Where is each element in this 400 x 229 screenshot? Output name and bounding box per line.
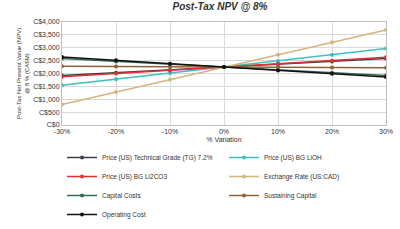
svg-text:C$1,500: C$1,500: [33, 83, 60, 90]
svg-text:Operating Cost: Operating Cost: [102, 211, 146, 219]
svg-text:30%: 30%: [379, 128, 393, 135]
svg-text:Exchange Rate (US:CAD): Exchange Rate (US:CAD): [264, 173, 339, 181]
svg-text:-10%: -10%: [162, 128, 178, 135]
svg-text:Price (US) BG LiOH: Price (US) BG LiOH: [264, 154, 322, 162]
svg-text:C$1,000: C$1,000: [33, 96, 60, 103]
svg-text:C$2,500: C$2,500: [33, 57, 60, 64]
svg-text:10%: 10%: [271, 128, 285, 135]
svg-text:C$4,000: C$4,000: [33, 18, 60, 25]
svg-text:Price (US) BG Li2CO3: Price (US) BG Li2CO3: [102, 173, 167, 181]
svg-text:0%: 0%: [219, 128, 229, 135]
svg-text:Price (US) Technical Grade (TG: Price (US) Technical Grade (TG) 7.2%: [102, 154, 213, 162]
svg-text:Sustaining Capital: Sustaining Capital: [264, 192, 317, 200]
svg-text:C$0: C$0: [47, 121, 60, 128]
svg-text:C$3,500: C$3,500: [33, 31, 60, 38]
svg-text:C$3,000: C$3,000: [33, 44, 60, 51]
svg-text:-20%: -20%: [108, 128, 124, 135]
svg-text:20%: 20%: [325, 128, 339, 135]
svg-text:% Variation: % Variation: [206, 136, 241, 143]
svg-text:C$2,000: C$2,000: [33, 70, 60, 77]
svg-text:Post-Tax NPV @ 8%: Post-Tax NPV @ 8%: [173, 1, 268, 12]
svg-text:C$500: C$500: [39, 109, 60, 116]
svg-text:Post-Tax Net Present Value (NP: Post-Tax Net Present Value (NPV)@ 8 % (C…: [16, 28, 30, 119]
svg-text:-30%: -30%: [54, 128, 70, 135]
svg-text:Capital Costs: Capital Costs: [102, 192, 141, 200]
